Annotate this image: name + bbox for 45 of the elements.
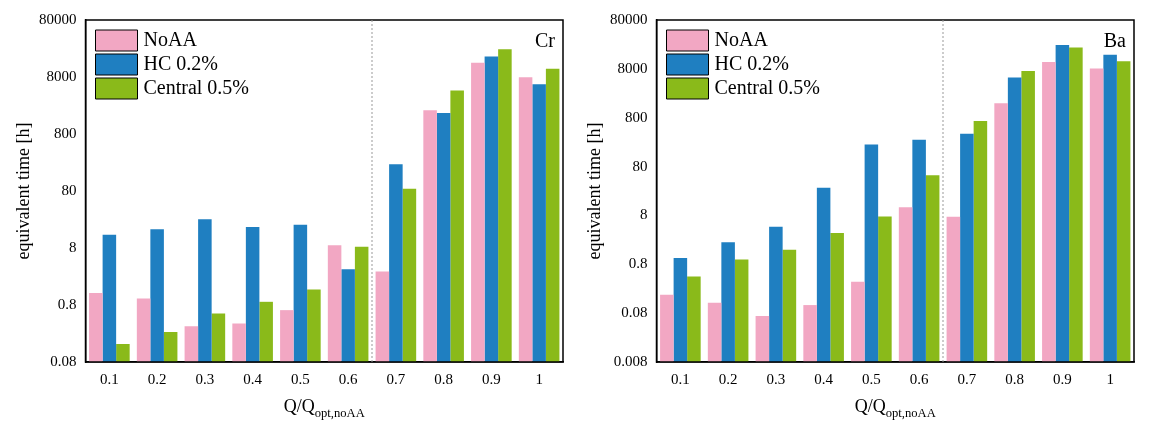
y-tick-label: 80 xyxy=(632,157,648,174)
annotation: Ba xyxy=(1103,29,1127,52)
x-tick-label: 0.2 xyxy=(718,370,738,387)
x-tick-label: 0.7 xyxy=(386,370,406,387)
y-tick-label: 0.008 xyxy=(613,352,648,369)
y-tick-label: 800 xyxy=(625,108,648,125)
legend-label: Central 0.5% xyxy=(143,76,250,99)
x-tick-label: 0.8 xyxy=(1005,370,1024,387)
x-tick-label: 0.4 xyxy=(243,370,263,387)
x-tick-label: 0.4 xyxy=(814,370,834,387)
y-tick-label: 8 xyxy=(69,238,77,255)
x-tick-label: 0.3 xyxy=(766,370,786,387)
legend-label: HC 0.2% xyxy=(714,52,789,75)
x-tick-label: 0.2 xyxy=(147,370,167,387)
y-tick-label: 80000 xyxy=(39,10,77,27)
y-tick-label: 8 xyxy=(640,206,648,223)
x-tick-label: 0.5 xyxy=(862,370,881,387)
y-tick-label: 80000 xyxy=(610,10,648,27)
x-tick-label: 0.9 xyxy=(482,370,501,387)
x-tick-label: 0.6 xyxy=(909,370,929,387)
y-axis-title: equivalent time [h] xyxy=(583,122,604,260)
x-tick-label: 1 xyxy=(1106,370,1114,387)
y-tick-label: 0.08 xyxy=(50,352,77,369)
x-tick-label: 0.6 xyxy=(338,370,358,387)
legend-label: Central 0.5% xyxy=(714,76,821,99)
y-tick-label: 0.8 xyxy=(628,255,648,272)
x-tick-label: 0.1 xyxy=(671,370,690,387)
y-tick-label: 0.8 xyxy=(57,295,77,312)
x-tick-label: 0.8 xyxy=(434,370,453,387)
x-tick-label: 0.5 xyxy=(291,370,310,387)
annotation: Cr xyxy=(535,29,556,52)
y-tick-label: 8000 xyxy=(46,67,77,84)
x-tick-label: 1 xyxy=(535,370,543,387)
y-tick-label: 0.08 xyxy=(621,304,648,321)
x-tick-label: 0.3 xyxy=(195,370,215,387)
y-tick-label: 80 xyxy=(61,181,77,198)
legend-label: NoAA xyxy=(143,28,198,51)
y-axis-title: equivalent time [h] xyxy=(12,122,33,260)
legend-label: NoAA xyxy=(714,28,769,51)
x-tick-label: 0.1 xyxy=(100,370,119,387)
x-tick-label: 0.9 xyxy=(1053,370,1072,387)
x-tick-label: 0.7 xyxy=(957,370,977,387)
legend-label: HC 0.2% xyxy=(143,52,218,75)
y-tick-label: 8000 xyxy=(617,59,648,76)
y-tick-label: 800 xyxy=(54,124,77,141)
